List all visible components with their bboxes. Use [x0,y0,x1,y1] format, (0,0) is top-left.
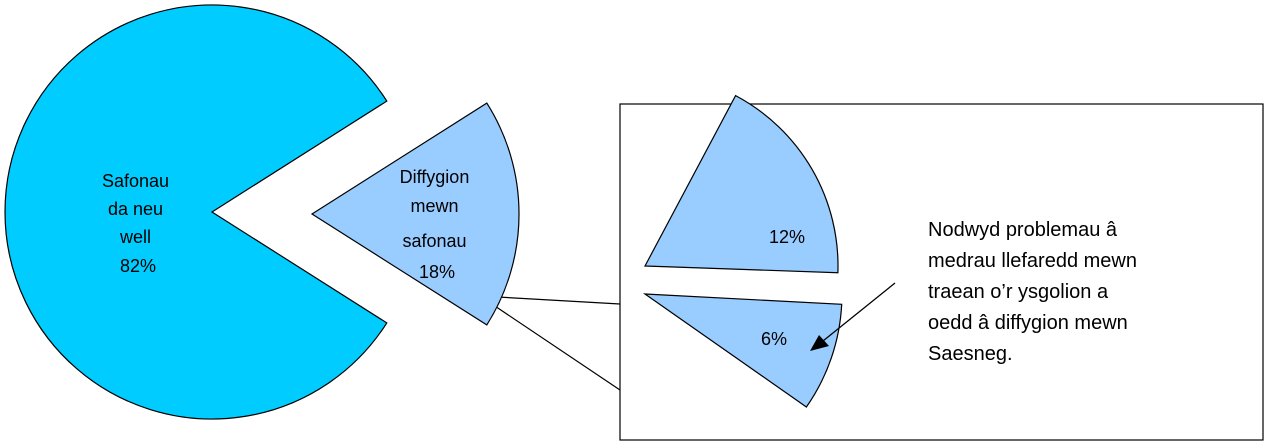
label-safonau-da: Safonau da neu well 82% [102,171,174,276]
annotation-arrow [817,282,896,346]
pie-slice-diffygion [310,102,520,326]
connector-line-top [479,295,621,305]
breakdown-slice-6 [642,293,843,408]
label-breakdown-6: 6% [761,329,787,349]
annotation-arrowhead [810,335,829,351]
label-diffygion: Diffygion mewn safonau 18% [400,167,475,282]
annotation-note: Nodwyd problemau â medrau llefaredd mewn… [928,219,1143,365]
breakdown-slice-12 [644,94,839,274]
pie-slice-safonau-da [4,4,388,420]
label-breakdown-12: 12% [769,227,805,247]
connector-line-bottom [479,295,621,391]
